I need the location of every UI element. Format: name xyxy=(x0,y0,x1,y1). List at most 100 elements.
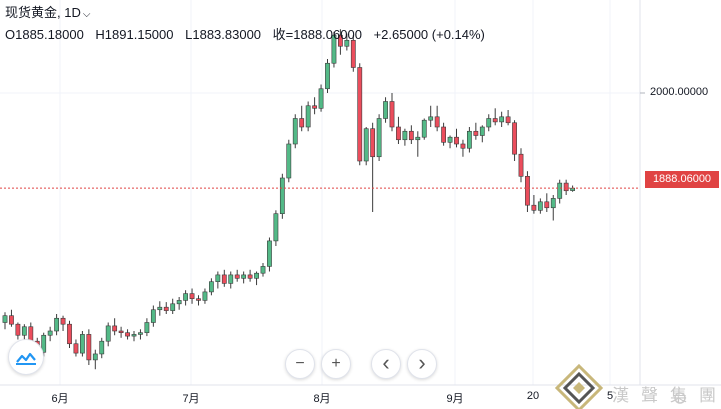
candle xyxy=(131,331,137,342)
candle-body xyxy=(434,116,440,128)
candle-body xyxy=(47,330,53,336)
candle-body xyxy=(357,67,363,162)
candle-body xyxy=(479,126,485,136)
candle xyxy=(537,198,543,214)
candle xyxy=(2,312,8,330)
candle xyxy=(125,329,130,340)
candle xyxy=(550,195,556,221)
candle-body xyxy=(350,39,356,68)
candle-body xyxy=(163,306,169,311)
candle xyxy=(505,110,511,126)
candle-body xyxy=(267,240,272,267)
candle xyxy=(144,318,150,337)
candle xyxy=(544,193,550,212)
candle-body xyxy=(337,34,343,47)
candle-body xyxy=(492,118,498,123)
watermark-text: 漢聲集團 xyxy=(612,386,721,406)
candle-body xyxy=(299,118,305,128)
candle xyxy=(421,118,427,140)
candle-body xyxy=(286,143,292,179)
candle xyxy=(99,337,105,359)
candle xyxy=(331,31,337,68)
candle xyxy=(454,128,459,148)
candle xyxy=(415,131,421,157)
tradingview-logo-button[interactable] xyxy=(8,339,44,375)
chart-legend: 现货黄金, 1D ⌵ O1885.18000 H1891.15000 L1883.… xyxy=(5,3,485,45)
chevron-down-icon[interactable]: ⌵ xyxy=(82,9,91,20)
low-value: L1883.83000 xyxy=(185,27,262,42)
candle xyxy=(286,139,292,183)
candle-body xyxy=(138,332,143,335)
candle-body xyxy=(383,101,388,119)
candle xyxy=(234,269,240,282)
candle xyxy=(86,329,92,365)
candle-body xyxy=(537,201,543,211)
candle xyxy=(118,326,124,338)
candle xyxy=(241,271,247,284)
symbol-row[interactable]: 现货黄金, 1D ⌵ xyxy=(5,3,485,25)
candle-body xyxy=(144,322,150,333)
candle xyxy=(428,105,434,127)
candle-body xyxy=(105,325,111,342)
candle-body xyxy=(305,105,311,128)
candle-body xyxy=(183,293,188,301)
candle xyxy=(370,122,376,212)
plus-icon: + xyxy=(331,355,341,372)
candle xyxy=(357,63,363,166)
candle-body xyxy=(499,116,505,123)
scroll-left-button[interactable]: ‹ xyxy=(371,349,401,379)
scroll-right-button[interactable]: › xyxy=(407,349,437,379)
zoom-out-button[interactable]: − xyxy=(285,349,315,379)
candle xyxy=(531,195,537,214)
candle-body xyxy=(518,153,524,177)
candle xyxy=(196,295,201,306)
candle xyxy=(479,125,485,143)
candle xyxy=(183,290,188,306)
candle-body xyxy=(505,116,511,124)
zoom-in-button[interactable]: + xyxy=(321,349,351,379)
candle-body xyxy=(21,326,27,336)
candle-body xyxy=(408,130,414,141)
candle-body xyxy=(466,130,472,149)
candle-body xyxy=(60,317,66,325)
candle-body xyxy=(486,118,492,128)
candle-body xyxy=(254,272,259,279)
candle-body xyxy=(41,334,47,353)
candle xyxy=(305,101,311,132)
candle xyxy=(396,116,401,144)
candle xyxy=(9,309,14,327)
candle-body xyxy=(170,303,176,311)
candle-body xyxy=(202,291,208,301)
candle-body xyxy=(73,343,79,354)
candle xyxy=(318,84,324,112)
candle xyxy=(312,97,317,115)
candle-body xyxy=(234,274,240,279)
candle xyxy=(499,111,505,127)
candle xyxy=(363,127,369,166)
candle-body xyxy=(215,274,221,282)
candle-body xyxy=(118,330,124,333)
candle-body xyxy=(376,118,382,158)
candle-body xyxy=(112,325,118,332)
candle xyxy=(247,269,253,282)
candle-body xyxy=(150,309,156,323)
candle-body xyxy=(9,315,14,325)
close-value: 收=1888.06000 xyxy=(272,27,362,42)
candle-body xyxy=(389,101,395,128)
candle-body xyxy=(99,340,105,355)
candle-body xyxy=(415,136,421,141)
candle xyxy=(434,105,440,132)
candle xyxy=(150,305,156,327)
candle-body xyxy=(67,323,72,345)
candle-body xyxy=(92,353,98,361)
open-value: O1885.18000 xyxy=(5,27,84,42)
candle-body xyxy=(125,332,130,337)
candle xyxy=(267,237,272,272)
candle-body xyxy=(544,201,550,209)
candle xyxy=(138,329,143,340)
candle-body xyxy=(331,34,337,64)
candle xyxy=(563,179,569,195)
candle xyxy=(325,59,330,93)
candle-body xyxy=(421,119,427,138)
